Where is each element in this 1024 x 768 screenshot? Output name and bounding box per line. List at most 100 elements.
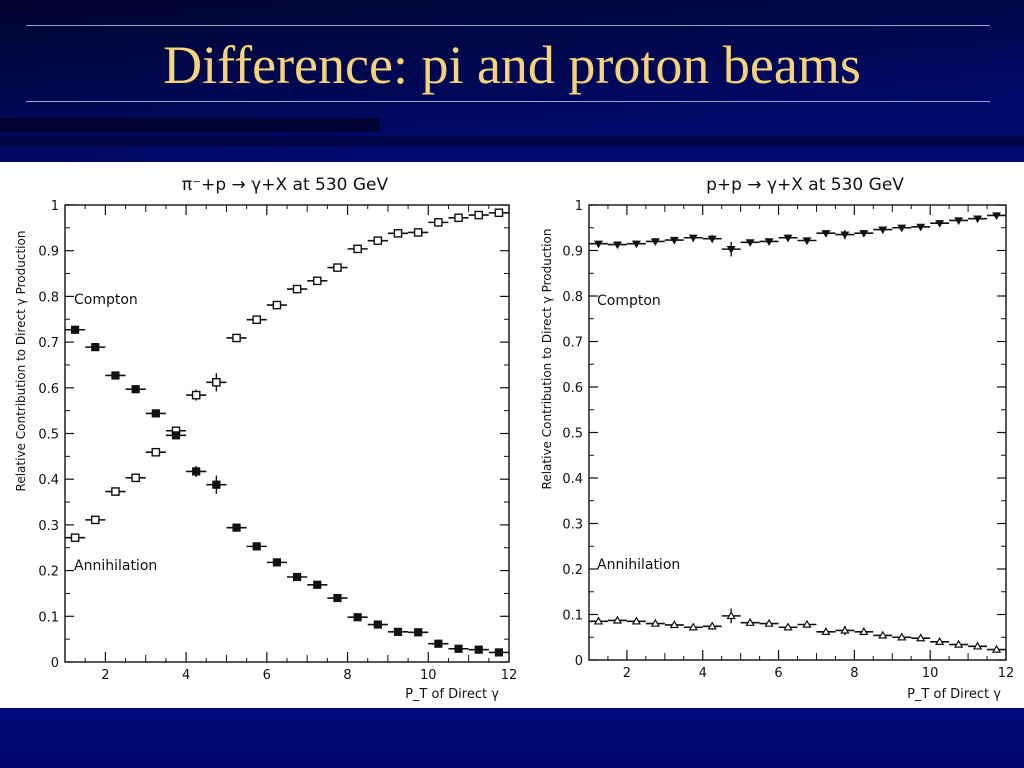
- y-axis-label: Relative Contribution to Direct γ Produc…: [540, 229, 554, 490]
- plot-frame: [588, 204, 1007, 661]
- data-point: [312, 276, 322, 286]
- data-point: [333, 263, 342, 272]
- data-point: [821, 626, 831, 635]
- data-point: [272, 300, 282, 310]
- data-point: [292, 284, 302, 294]
- annotation-compton: Compton: [597, 293, 661, 309]
- y-tick-label: 0.9: [38, 245, 59, 260]
- data-point: [707, 621, 717, 630]
- data-point: [131, 473, 140, 483]
- y-tick-label: 0.5: [38, 428, 59, 443]
- data-point: [992, 212, 1001, 221]
- data-point: [454, 213, 463, 223]
- plot-frame: [64, 204, 510, 663]
- data-point: [252, 542, 261, 551]
- data-point: [764, 618, 774, 627]
- data-point: [840, 231, 850, 240]
- y-tick-label: 0.5: [562, 427, 583, 442]
- data-point: [973, 215, 983, 224]
- x-tick-label: 6: [774, 666, 782, 681]
- data-point: [954, 217, 964, 226]
- data-point: [151, 409, 160, 418]
- data-point: [192, 467, 201, 476]
- data-point: [413, 228, 423, 237]
- data-point: [111, 487, 120, 496]
- data-point: [454, 644, 463, 653]
- data-point: [434, 639, 443, 648]
- data-point: [935, 220, 945, 228]
- data-point: [212, 480, 221, 489]
- y-tick-label: 1: [51, 199, 59, 214]
- y-tick-label: 0.7: [562, 336, 583, 351]
- data-point: [594, 240, 603, 249]
- data-point: [191, 390, 201, 400]
- data-point: [373, 236, 383, 245]
- data-point: [764, 238, 774, 246]
- y-tick-label: 0.8: [562, 290, 583, 305]
- x-tick-label: 8: [343, 668, 351, 683]
- y-tick-label: 0.2: [38, 565, 59, 580]
- data-point: [232, 523, 241, 532]
- y-tick-label: 0.4: [38, 473, 59, 488]
- data-point: [612, 615, 623, 624]
- y-tick-label: 0.6: [38, 382, 59, 397]
- data-point: [593, 616, 604, 625]
- x-tick-label: 8: [850, 666, 858, 681]
- data-point: [151, 447, 161, 457]
- data-point: [474, 210, 484, 220]
- y-tick-label: 0.6: [562, 381, 583, 396]
- x-tick-label: 10: [420, 668, 437, 683]
- data-point: [434, 218, 443, 227]
- data-point: [916, 633, 926, 642]
- data-point: [802, 619, 812, 628]
- data-point: [802, 237, 812, 246]
- chart-proton-proton: p+p → γ+X at 530 GeV P_T of Direct γ Rel…: [540, 175, 1015, 702]
- data-point: [897, 632, 907, 641]
- data-point: [631, 616, 642, 625]
- data-point: [991, 644, 1002, 653]
- data-point: [878, 630, 888, 639]
- data-point: [859, 230, 869, 238]
- y-tick-label: 0: [575, 654, 583, 669]
- slide-title: Difference: pi and proton beams: [163, 35, 861, 95]
- y-tick-label: 0: [51, 656, 59, 671]
- title-rule-top: [26, 25, 990, 26]
- y-tick-label: 0.8: [38, 290, 59, 305]
- data-point: [726, 246, 736, 254]
- x-tick-label: 12: [998, 666, 1015, 681]
- data-point: [171, 431, 181, 440]
- data-point: [252, 315, 262, 325]
- data-point: [650, 238, 660, 246]
- y-tick-label: 0.1: [38, 610, 59, 625]
- data-point: [272, 558, 282, 567]
- data-point: [313, 580, 322, 589]
- data-point: [131, 385, 140, 394]
- y-tick-label: 0.1: [562, 609, 583, 624]
- data-point: [70, 533, 80, 542]
- y-tick-label: 0.3: [562, 518, 583, 533]
- y-tick-label: 0.9: [562, 245, 583, 260]
- data-point: [783, 234, 793, 243]
- x-tick-label: 4: [699, 666, 707, 681]
- data-point: [292, 572, 302, 582]
- data-point: [414, 628, 423, 637]
- data-point: [953, 639, 964, 648]
- y-tick-label: 0.3: [38, 519, 59, 534]
- title-rule-bottom: [26, 101, 990, 102]
- data-point: [612, 241, 622, 250]
- data-point: [916, 223, 926, 232]
- data-point: [212, 378, 221, 387]
- data-point: [393, 627, 403, 636]
- data-point: [726, 611, 736, 620]
- data-point: [373, 620, 382, 629]
- x-tick-label: 2: [101, 668, 109, 683]
- y-tick-label: 0.4: [562, 472, 583, 487]
- slide-footer-band: [0, 708, 1024, 768]
- data-point: [878, 226, 888, 235]
- data-point: [353, 244, 362, 254]
- y-tick-label: 1: [575, 199, 583, 214]
- x-tick-label: 6: [263, 668, 271, 683]
- chart-title: π⁻+p → γ+X at 530 GeV: [182, 175, 389, 195]
- y-axis-label: Relative Contribution to Direct γ Produc…: [14, 231, 28, 492]
- background-streak: [0, 118, 380, 132]
